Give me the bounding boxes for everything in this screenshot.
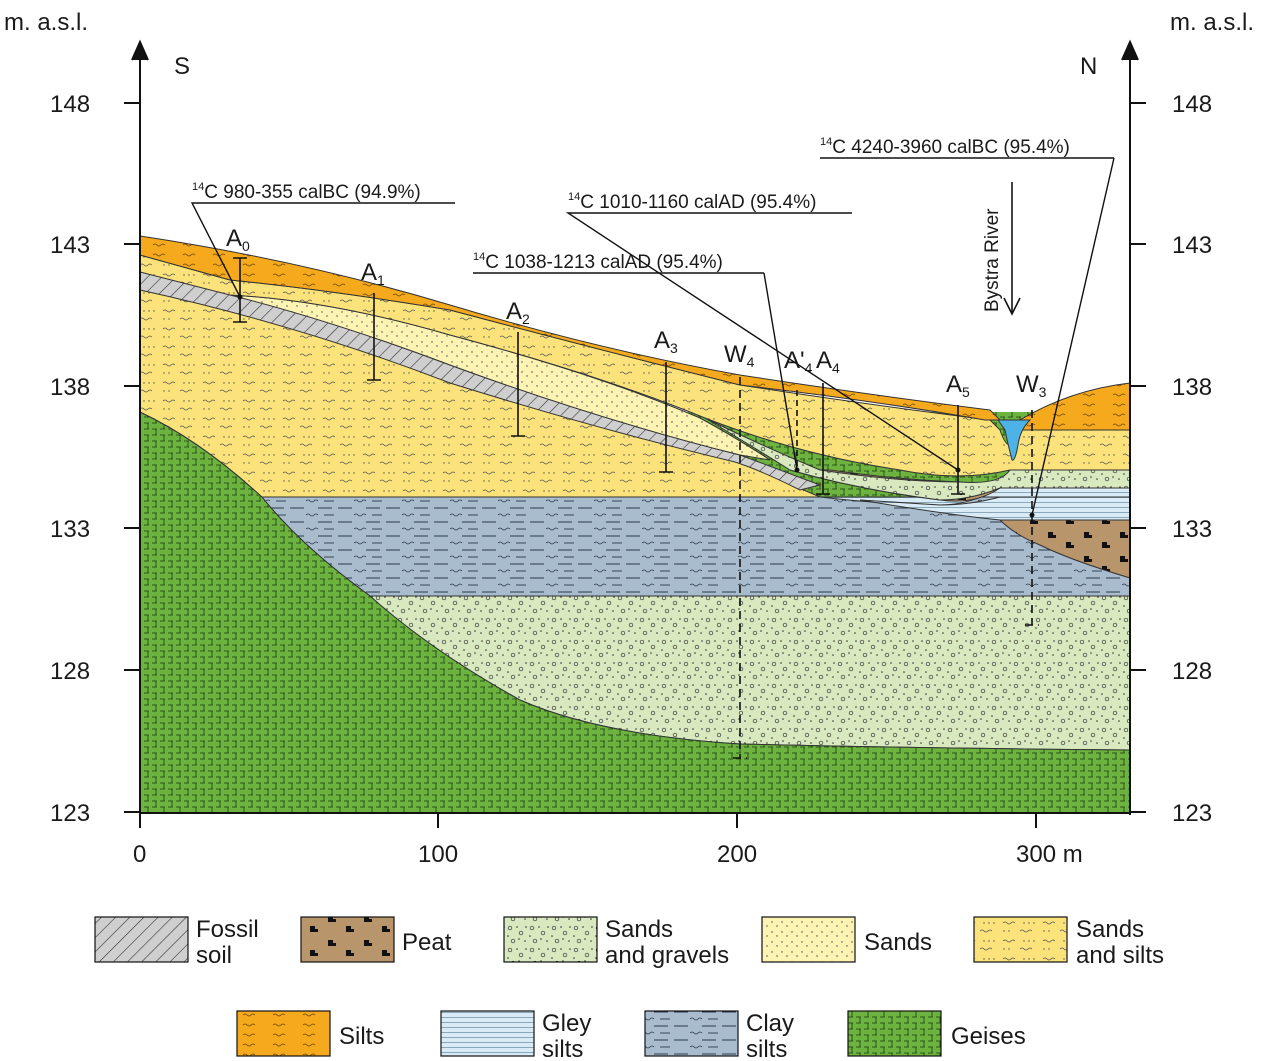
- legend-geises-l1: Geises: [951, 1023, 1026, 1050]
- legend-silts: Silts: [236, 1010, 384, 1057]
- legend-sands-silts: Sands and silts: [973, 916, 1164, 969]
- legend-sands: Sands: [761, 916, 932, 963]
- legend-sands-gravels-l2: and gravels: [605, 942, 729, 969]
- left-tick-138: 138: [50, 374, 90, 401]
- sample-points: [237, 294, 1035, 518]
- left-tick-143: 143: [50, 232, 90, 259]
- left-tick-133: 133: [50, 516, 90, 543]
- borehole-a0: A0: [226, 225, 250, 254]
- borehole-a2: A2: [506, 298, 530, 327]
- right-tick-143: 143: [1172, 232, 1212, 259]
- borehole-w4: W4: [724, 341, 755, 370]
- layer-silts: [139, 235, 1002, 421]
- legend-fossil-soil-l2: soil: [196, 942, 232, 969]
- date-a0: 14C 980-355 calBC (94.9%): [192, 181, 421, 203]
- legend: Fossil soil Peat Sands and gravels Sands…: [94, 916, 1164, 1061]
- river-water: [997, 419, 1032, 461]
- date-a5: 14C 1010-1160 calAD (95.4%): [568, 191, 816, 213]
- legend-clay-silts: Clay silts: [644, 1010, 794, 1061]
- left-axis: [124, 39, 149, 815]
- legend-gley-silts-l1: Gley: [542, 1010, 591, 1037]
- borehole-a4: A4: [816, 347, 840, 376]
- borehole-a3: A3: [654, 327, 678, 356]
- borehole-lines: [233, 257, 1039, 759]
- legend-clay-silts-l1: Clay: [746, 1010, 794, 1037]
- left-tick-123: 123: [50, 800, 90, 827]
- x-tick-100: 100: [418, 841, 458, 868]
- legend-fossil-soil: Fossil soil: [94, 916, 259, 969]
- right-tick-148: 148: [1172, 91, 1212, 118]
- left-unit-label: m. a.s.l.: [4, 9, 88, 36]
- right-tick-123: 123: [1172, 800, 1212, 827]
- borehole-w3: W3: [1016, 371, 1047, 400]
- legend-peat-l1: Peat: [402, 929, 452, 956]
- borehole-a1: A1: [361, 259, 385, 288]
- date-w3: 14C 4240-3960 calBC (95.4%): [820, 136, 1070, 158]
- date-a-prime-4: 14C 1038-1213 calAD (95.4%): [473, 251, 723, 273]
- date-leaders: [190, 157, 1115, 516]
- legend-sands-gravels-l1: Sands: [605, 916, 673, 943]
- legend-silts-l1: Silts: [339, 1023, 384, 1050]
- date-labels: 14C 980-355 calBC (94.9%) 14C 1038-1213 …: [192, 136, 1070, 273]
- left-tick-148: 148: [50, 91, 90, 118]
- borehole-labels: A0 A1 A2 A3 W4 A'4 A4 A5 W3: [226, 225, 1047, 400]
- legend-peat: Peat: [300, 916, 452, 963]
- river-label: Bystra River: [982, 208, 1003, 312]
- legend-sands-l1: Sands: [864, 929, 932, 956]
- x-tick-labels: 0 100 200 300 m: [133, 841, 1083, 868]
- left-tick-labels: 148 143 138 133 128 123: [50, 91, 90, 827]
- right-unit-label: m. a.s.l.: [1170, 9, 1254, 36]
- legend-gley-silts: Gley silts: [440, 1010, 591, 1061]
- legend-geises: Geises: [847, 1010, 1026, 1057]
- borehole-a-prime-4: A'4: [784, 347, 813, 376]
- legend-sands-silts-l2: and silts: [1076, 942, 1164, 969]
- north-label: N: [1080, 53, 1097, 80]
- left-tick-128: 128: [50, 658, 90, 685]
- legend-sands-silts-l1: Sands: [1076, 916, 1144, 943]
- bottom-axis: [139, 812, 1130, 828]
- x-tick-300: 300 m: [1016, 841, 1083, 868]
- borehole-a5: A5: [946, 371, 970, 400]
- right-tick-128: 128: [1172, 658, 1212, 685]
- x-tick-0: 0: [133, 841, 146, 868]
- right-tick-labels: 148 143 138 133 128 123: [1172, 91, 1212, 827]
- x-tick-200: 200: [717, 841, 757, 868]
- river-arrow: [1003, 182, 1021, 316]
- legend-fossil-soil-l1: Fossil: [196, 916, 259, 943]
- right-axis: [1121, 39, 1146, 815]
- right-tick-133: 133: [1172, 516, 1212, 543]
- right-tick-138: 138: [1172, 374, 1212, 401]
- strata: [139, 235, 1131, 814]
- legend-sands-gravels: Sands and gravels: [503, 916, 729, 969]
- south-label: S: [174, 53, 190, 80]
- legend-gley-silts-l2: silts: [542, 1036, 583, 1061]
- legend-clay-silts-l2: silts: [746, 1036, 787, 1061]
